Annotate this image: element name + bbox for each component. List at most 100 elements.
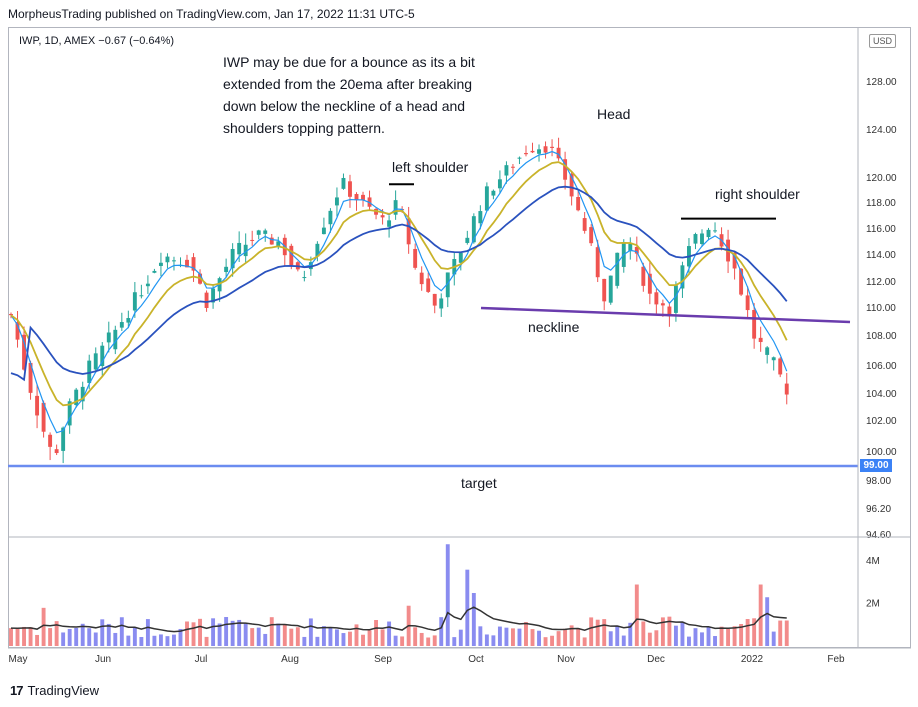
volume-bar [158, 634, 163, 646]
candle-body [641, 266, 646, 286]
candle-body [582, 218, 587, 231]
label-right-shoulder: right shoulder [715, 186, 800, 202]
volume-bar [654, 630, 659, 646]
candle-body [9, 313, 13, 316]
volume-bar [634, 584, 639, 646]
volume-bar [524, 622, 528, 646]
volume-bar [139, 637, 144, 646]
volume-bars [9, 544, 789, 646]
volume-bar [569, 625, 574, 646]
currency-badge[interactable]: USD [869, 34, 897, 48]
time-tick-label: Feb [827, 654, 845, 665]
candle-body [426, 278, 431, 292]
candle-body [334, 197, 339, 206]
volume-bar [484, 634, 489, 646]
volume-ma [10, 606, 787, 633]
volume-bar [263, 633, 268, 646]
candle-body [41, 402, 46, 432]
candle-body [484, 186, 489, 211]
time-tick-label: Dec [647, 654, 665, 665]
candle-body [524, 153, 528, 155]
volume-bar [628, 622, 633, 646]
candle-body [406, 218, 411, 245]
candle-body [778, 358, 783, 375]
candle-body [263, 230, 268, 234]
volume-bar [608, 631, 613, 646]
volume-bar [504, 627, 509, 646]
volume-bar [752, 618, 757, 646]
candle-body [693, 234, 698, 244]
volume-bar [152, 635, 157, 646]
candle-body [321, 227, 326, 235]
axes: 94.60 96.20 98.00 100.00 102.00 104.00 106.00 1… [8, 28, 911, 665]
candle-body [113, 329, 118, 350]
candles [9, 137, 789, 464]
candle-body [348, 181, 352, 197]
candle-body [152, 270, 157, 273]
volume-bar [595, 619, 600, 646]
candle-body [602, 278, 607, 302]
time-tick-label: Jun [95, 654, 111, 665]
candle-body [478, 211, 483, 224]
pattern-lines [8, 183, 858, 468]
volume-bar [452, 637, 457, 646]
volume-bar [387, 621, 392, 646]
candle-body [361, 194, 365, 200]
candle-body [608, 275, 613, 303]
price-tick-label: 106.00 [866, 361, 897, 372]
volume-bar [41, 607, 46, 646]
volume-bar [745, 619, 750, 646]
candle-body [22, 334, 26, 370]
candle-body [250, 239, 255, 241]
price-tick-label: 100.00 [866, 447, 897, 458]
volume-bar [478, 626, 483, 646]
candle-body [191, 257, 196, 271]
candle-body [61, 427, 66, 451]
volume-bar [295, 627, 300, 646]
candle-body [471, 216, 476, 243]
candle-body [491, 190, 496, 196]
volume-bar [765, 597, 770, 646]
volume-bar [250, 628, 255, 646]
volume-bar [621, 635, 626, 646]
volume-bar [230, 620, 235, 646]
volume-bar [739, 624, 744, 646]
price-tick-label: 96.20 [866, 504, 891, 515]
price-tick-label: 104.00 [866, 389, 897, 400]
candle-body [563, 159, 568, 180]
neckline-line [480, 306, 851, 324]
candle-body [139, 295, 144, 297]
volume-bar [758, 584, 763, 646]
target-price-badge: 99.00 [860, 459, 892, 472]
volume-bar [713, 636, 717, 646]
volume-bar [302, 636, 307, 646]
time-tick-label: Sep [374, 654, 392, 665]
volume-bar [74, 627, 79, 646]
volume-bar [67, 629, 72, 646]
candle-body [419, 272, 424, 285]
candle-body [302, 277, 307, 279]
volume-bar [145, 619, 150, 646]
candle-body [54, 449, 59, 454]
volume-bar [471, 593, 476, 646]
volume-bar [191, 622, 196, 646]
volume-bar [439, 617, 444, 646]
candle-body [15, 322, 20, 340]
candle-body [660, 303, 665, 306]
volume-bar [9, 628, 13, 646]
candle-body [432, 293, 437, 306]
candle-body [341, 177, 346, 189]
price-tick-label: 114.00 [866, 250, 896, 261]
time-tick-label: Nov [557, 654, 575, 665]
volume-bar [80, 623, 85, 646]
volume-bar [217, 623, 222, 646]
candle-body [126, 318, 131, 323]
moving-averages [10, 150, 788, 434]
tradingview-logo[interactable]: 17 TradingView [10, 683, 99, 698]
volume-bar [87, 628, 92, 646]
label-left-shoulder: left shoulder [392, 159, 469, 175]
volume-bar [432, 635, 437, 646]
candle-body [569, 173, 574, 197]
volume-bar [185, 621, 189, 646]
